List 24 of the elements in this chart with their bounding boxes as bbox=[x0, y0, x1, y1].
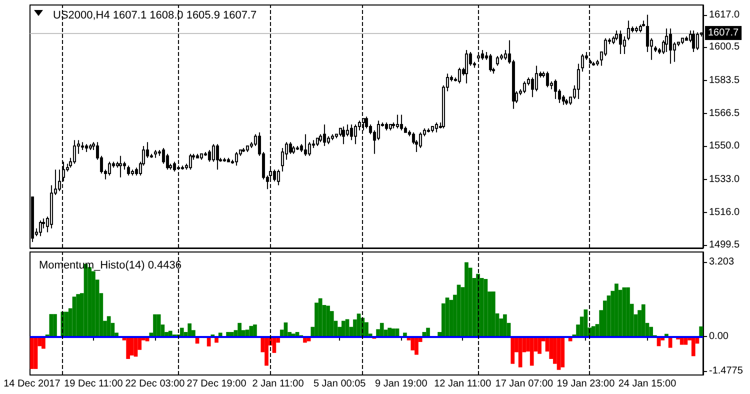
x-tick-label: 17 Jan 07:00 bbox=[495, 378, 554, 390]
y-tick-label: 1617.0 bbox=[709, 9, 740, 20]
y-tick-label: 0.00 bbox=[709, 331, 729, 342]
x-tick-label: 14 Dec 2017 bbox=[4, 378, 61, 390]
x-tick-label: 19 Jan 23:00 bbox=[556, 378, 616, 390]
x-tick-label: 12 Jan 11:00 bbox=[434, 378, 492, 390]
y-tick-label: 1566.5 bbox=[709, 108, 740, 120]
y-tick-label: 1600.5 bbox=[709, 42, 740, 53]
y-tick-label: 1550.0 bbox=[709, 140, 740, 152]
y-tick-label: 1516.0 bbox=[709, 207, 740, 218]
x-tick-label: 2 Jan 11:00 bbox=[252, 378, 304, 390]
y-tick-label: -1.4775 bbox=[709, 365, 744, 376]
x-tick-label: 5 Jan 00:05 bbox=[313, 378, 366, 390]
x-tick-label: 22 Dec 03:00 bbox=[125, 378, 186, 390]
x-tick-label: 9 Jan 19:00 bbox=[374, 378, 428, 390]
chart-title: US2000,H4 1607.1 1608.0 1605.9 1607.7 bbox=[53, 10, 257, 22]
y-tick-label: 1533.0 bbox=[709, 174, 740, 185]
x-tick-label: 27 Dec 19:00 bbox=[186, 378, 247, 390]
y-tick-label: 1583.5 bbox=[709, 74, 740, 86]
y-tick-label: 1499.5 bbox=[709, 240, 740, 250]
y-tick-label: 3.203 bbox=[709, 256, 734, 268]
x-tick-label: 24 Jan 15:00 bbox=[618, 378, 677, 390]
x-tick-label: 19 Dec 11:00 bbox=[64, 378, 124, 390]
ref-line-label: 1607.7 bbox=[708, 28, 740, 39]
